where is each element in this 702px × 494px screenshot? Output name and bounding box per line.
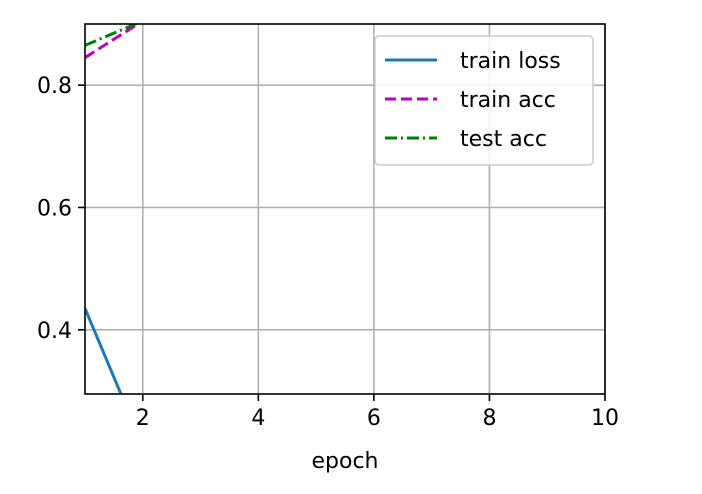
legend-label: train loss xyxy=(460,49,561,74)
x-tick-label: 8 xyxy=(482,406,496,431)
series-line-test-acc xyxy=(85,24,140,47)
series-line-train-acc xyxy=(85,24,141,59)
y-tick-label: 0.6 xyxy=(37,196,72,221)
legend-label: test acc xyxy=(460,127,547,152)
x-tick-label: 2 xyxy=(136,406,150,431)
series-line-train-loss xyxy=(85,307,123,394)
legend-box xyxy=(374,35,594,166)
x-tick-label: 10 xyxy=(591,406,619,431)
series-lines xyxy=(85,24,141,394)
y-tick-label: 0.8 xyxy=(37,74,72,99)
y-tick-label: 0.4 xyxy=(37,319,72,344)
x-axis-label: epoch xyxy=(312,449,379,474)
plot-frame xyxy=(84,23,606,395)
x-tick-label: 4 xyxy=(251,406,265,431)
legend: train loss train acc test acc xyxy=(374,35,594,166)
legend-label: train acc xyxy=(460,88,556,113)
x-tick-label: 6 xyxy=(367,406,381,431)
axis-ticks: 2 4 6 8 10 0.4 0.6 0.8 xyxy=(37,74,619,431)
